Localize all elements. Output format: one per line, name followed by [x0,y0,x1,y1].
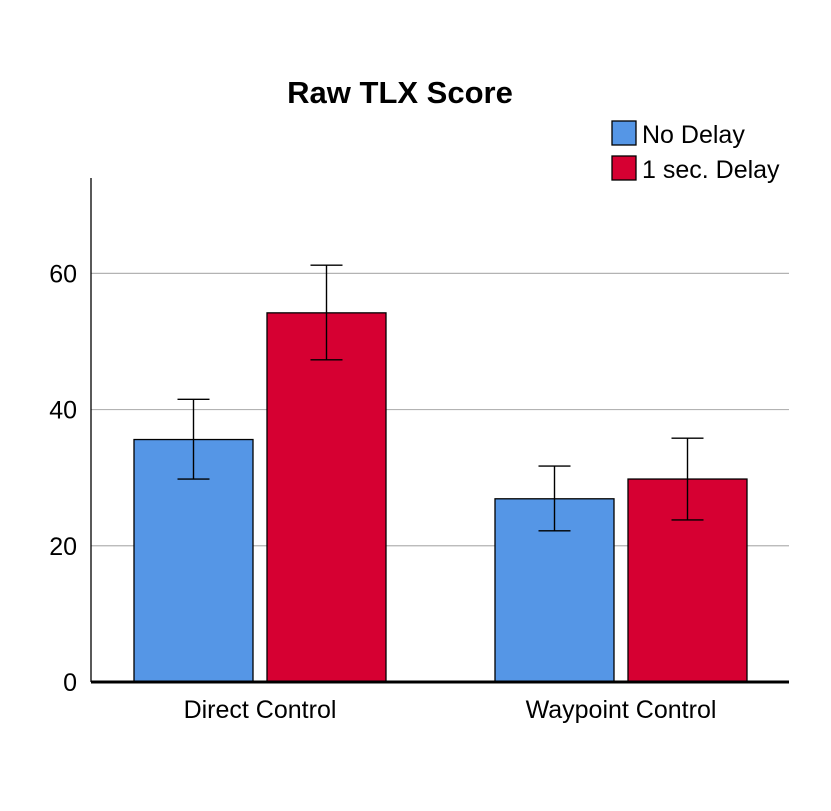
legend-swatch [611,155,637,181]
legend: No Delay 1 sec. Delay [611,120,780,184]
legend-label: No Delay [642,121,745,149]
legend-swatch [611,120,637,146]
bar [266,312,387,683]
axes [90,178,789,684]
x-category-label: Waypoint Control [526,696,717,724]
tick-labels: 0 20 40 60 Direct Control Waypoint Control [49,260,716,724]
y-tick-label: 0 [63,669,77,697]
bars [133,312,748,683]
y-tick-label: 60 [49,260,77,288]
x-category-label: Direct Control [184,696,337,724]
error-bars [177,264,704,532]
chart-title: Raw TLX Score [287,75,513,110]
bar [133,438,254,683]
legend-label: 1 sec. Delay [642,156,780,184]
y-tick-label: 20 [49,533,77,561]
y-tick-label: 40 [49,397,77,425]
